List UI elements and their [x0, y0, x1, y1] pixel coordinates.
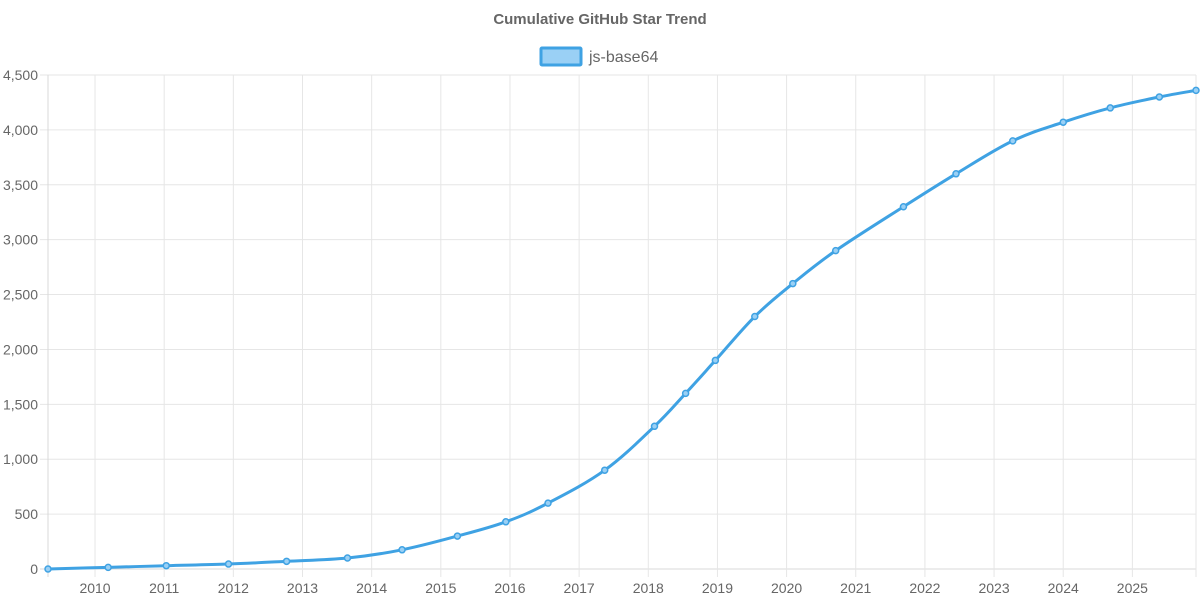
x-tick-label: 2010	[79, 580, 110, 596]
legend-label[interactable]: js-base64	[588, 49, 658, 66]
tick-labels: 0 500 1,000 1,500 2,000 2,500 3,000 3,500 4,000 4…	[3, 67, 1148, 596]
x-tick-label: 2020	[771, 580, 802, 596]
series-js-base64	[44, 86, 1200, 573]
data-point[interactable]	[1008, 137, 1017, 145]
x-tick-label: 2022	[909, 580, 940, 596]
data-point[interactable]	[751, 312, 759, 321]
grid-lines	[40, 74, 1196, 577]
y-tick-label: 1,500	[3, 396, 38, 412]
x-tick-label: 2018	[633, 580, 664, 596]
x-tick-label: 2023	[978, 580, 1009, 596]
data-point[interactable]	[398, 546, 406, 554]
legend[interactable]: js-base64	[539, 46, 658, 67]
legend-swatch[interactable]	[539, 46, 583, 67]
data-point[interactable]	[899, 202, 908, 211]
data-point[interactable]	[711, 356, 720, 365]
data-point[interactable]	[162, 561, 171, 570]
y-tick-label: 4,500	[3, 67, 38, 83]
data-point[interactable]	[650, 422, 659, 431]
data-point[interactable]	[104, 563, 112, 572]
x-tick-label: 2019	[702, 580, 733, 596]
x-tick-label: 2021	[840, 580, 871, 596]
y-tick-label: 4,000	[3, 122, 38, 138]
x-tick-label: 2016	[494, 580, 525, 596]
data-point[interactable]	[453, 532, 462, 540]
x-tick-label: 2011	[149, 580, 179, 596]
data-point[interactable]	[952, 170, 960, 178]
data-point[interactable]	[224, 560, 233, 568]
x-tick-label: 2012	[218, 580, 249, 596]
data-point[interactable]	[1155, 93, 1164, 101]
data-point[interactable]	[1106, 104, 1114, 112]
y-tick-label: 2,500	[3, 287, 38, 303]
series-line	[47, 88, 1197, 571]
y-tick-label: 0	[30, 561, 38, 577]
x-tick-label: 2015	[425, 580, 456, 596]
data-point[interactable]	[282, 557, 291, 566]
data-point[interactable]	[343, 554, 352, 562]
y-tick-label: 500	[15, 506, 39, 522]
axes	[47, 75, 1197, 577]
x-tick-label: 2024	[1048, 580, 1079, 596]
y-tick-label: 2,000	[3, 341, 38, 357]
data-point[interactable]	[1192, 86, 1200, 95]
y-tick-label: 1,000	[3, 451, 38, 467]
data-point[interactable]	[600, 466, 609, 474]
x-tick-label: 2017	[564, 580, 595, 596]
data-point[interactable]	[502, 518, 510, 526]
x-tick-label: 2013	[287, 580, 318, 596]
data-point[interactable]	[1059, 118, 1067, 126]
data-point[interactable]	[831, 246, 840, 255]
data-point[interactable]	[544, 499, 552, 507]
y-tick-label: 3,000	[3, 232, 38, 248]
chart-title: Cumulative GitHub Star Trend	[493, 11, 706, 28]
data-point[interactable]	[681, 389, 690, 398]
x-tick-label: 2025	[1117, 580, 1148, 596]
data-point[interactable]	[789, 279, 797, 288]
data-point[interactable]	[44, 565, 52, 573]
x-tick-label: 2014	[356, 580, 387, 596]
y-tick-label: 3,500	[3, 177, 38, 193]
